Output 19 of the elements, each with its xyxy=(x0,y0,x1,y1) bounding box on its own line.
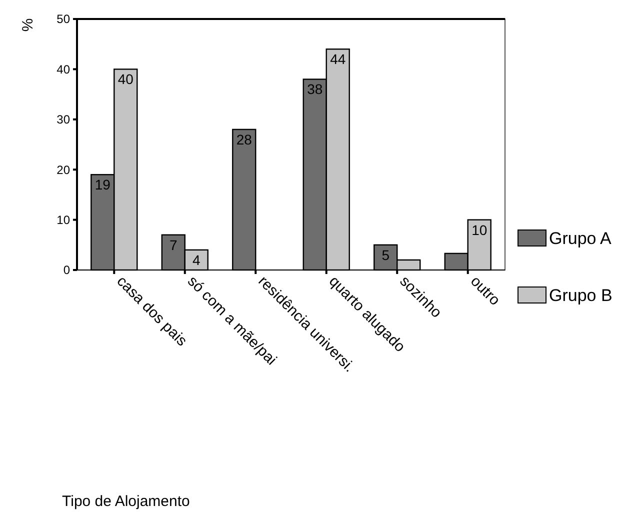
y-tick-label: 10 xyxy=(56,213,70,227)
data-label: 5 xyxy=(382,246,390,263)
y-tick-label: 20 xyxy=(56,162,70,177)
data-label: 44 xyxy=(330,51,346,68)
y-axis-title: % xyxy=(19,18,36,32)
y-tick-label: 30 xyxy=(56,112,70,127)
y-tick-label: 40 xyxy=(56,62,70,76)
data-label: 19 xyxy=(94,176,111,193)
legend-label: Grupo A xyxy=(549,228,612,248)
data-label: 38 xyxy=(307,81,323,98)
data-label: 4 xyxy=(192,252,200,268)
legend-label: Grupo B xyxy=(549,286,612,305)
y-tick-label: 50 xyxy=(56,12,70,26)
data-label: 40 xyxy=(118,71,134,88)
data-label: 28 xyxy=(236,131,252,148)
text: Tipo de Alojamento xyxy=(62,493,190,510)
data-label: 7 xyxy=(169,236,178,253)
y-tick-label: 0 xyxy=(63,263,70,278)
data-label: 10 xyxy=(472,222,488,238)
